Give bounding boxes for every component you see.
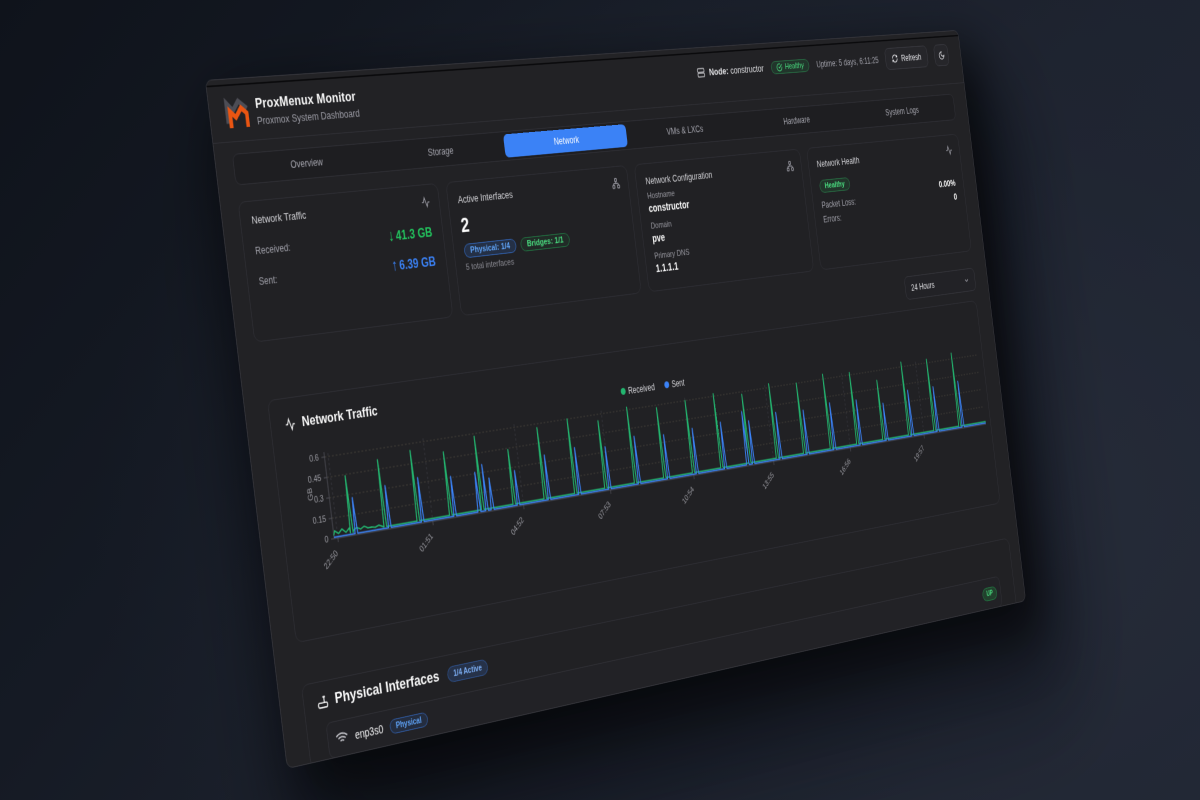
svg-text:04:52: 04:52 bbox=[509, 514, 525, 537]
svg-text:0: 0 bbox=[324, 534, 329, 545]
svg-text:22:50: 22:50 bbox=[322, 547, 340, 571]
svg-text:0.45: 0.45 bbox=[307, 473, 322, 486]
svg-text:13:55: 13:55 bbox=[761, 470, 775, 491]
svg-text:0.15: 0.15 bbox=[312, 513, 327, 526]
svg-text:16:56: 16:56 bbox=[838, 456, 852, 477]
svg-text:10:54: 10:54 bbox=[681, 484, 696, 506]
svg-text:0.6: 0.6 bbox=[309, 452, 320, 464]
svg-text:19:57: 19:57 bbox=[912, 443, 925, 464]
svg-text:01:51: 01:51 bbox=[418, 530, 435, 554]
svg-text:GB: GB bbox=[305, 487, 315, 502]
svg-text:0.3: 0.3 bbox=[314, 493, 325, 505]
svg-text:07:53: 07:53 bbox=[597, 499, 613, 521]
